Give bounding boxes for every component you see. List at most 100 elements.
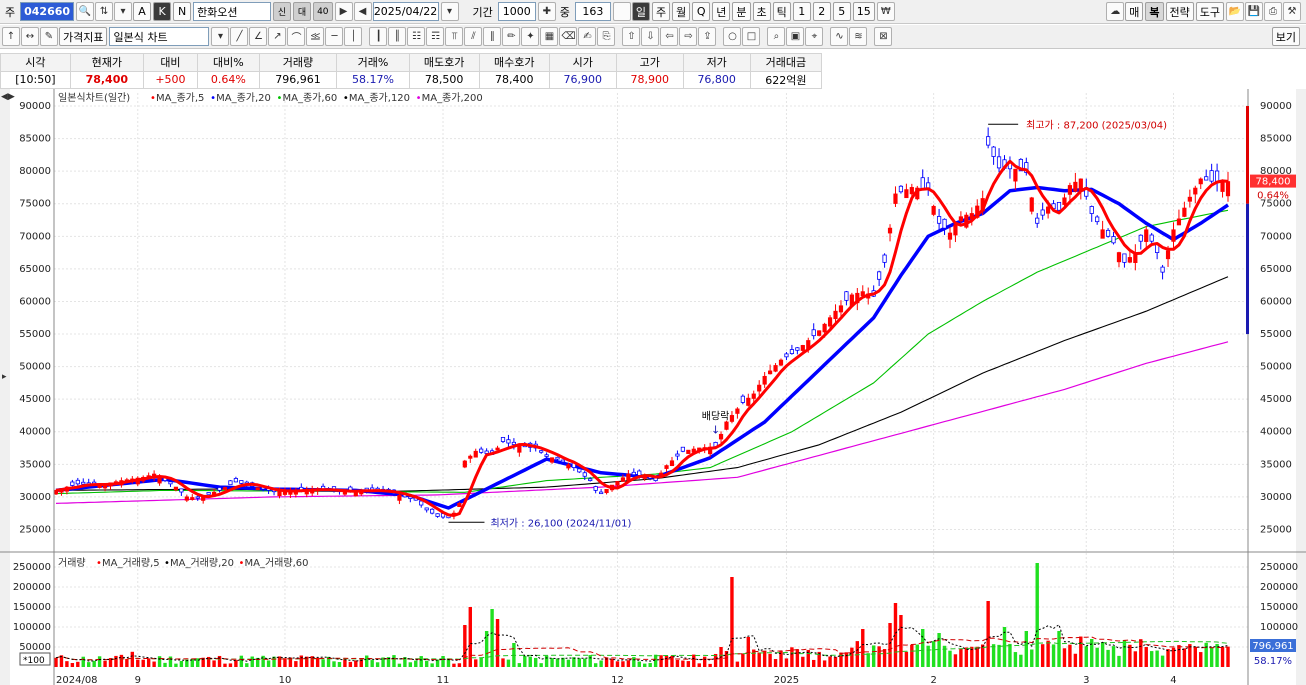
color-tool-icon[interactable]: ▦ [540, 27, 559, 46]
angle-tool-icon[interactable]: ∠ [249, 27, 268, 46]
wave2-tool-icon[interactable]: ≋ [849, 27, 868, 46]
left-icon[interactable]: ⇦ [660, 27, 679, 46]
volume-bar [446, 658, 451, 667]
interval-month[interactable]: 월 [672, 2, 691, 21]
btn-a[interactable]: A [133, 2, 152, 21]
left-scroll-bar[interactable] [0, 89, 10, 685]
num-5-button[interactable]: 5 [832, 2, 851, 21]
bars-tool-icon[interactable]: ║ [388, 27, 407, 46]
expand-arrows-icon[interactable]: ◀▶ [1, 92, 15, 102]
zoom-tool-icon[interactable]: ⌕ [767, 27, 786, 46]
interval-year[interactable]: 년 [712, 2, 731, 21]
view-button[interactable]: 보기 [1271, 27, 1300, 46]
target-tool-icon[interactable]: ⌖ [805, 27, 824, 46]
btn-n[interactable]: N [173, 2, 192, 21]
btn-k[interactable]: K [153, 2, 172, 21]
cloud-icon[interactable]: ☁ [1106, 2, 1125, 21]
num-15-button[interactable]: 15 [852, 2, 875, 21]
num-1-button[interactable]: 1 [792, 2, 811, 21]
image-tool-icon[interactable]: ▣ [786, 27, 805, 46]
wrench-icon[interactable]: ⚒ [1283, 2, 1301, 21]
wave-tool-icon[interactable]: ∿ [830, 27, 849, 46]
pencil-tool-icon[interactable]: ✏ [502, 27, 521, 46]
stock-name-field[interactable]: 한화오션 [193, 2, 272, 21]
candle-body [179, 488, 184, 493]
hline-tool-icon[interactable]: ─ [325, 27, 344, 46]
legend-entry: MA_종가,20 [216, 92, 271, 104]
stock-code-input[interactable]: 042660 [20, 2, 75, 21]
print-icon[interactable]: ⎙ [1264, 2, 1282, 21]
restore-button[interactable]: 복 [1145, 2, 1164, 21]
strategy-button[interactable]: 전략 [1165, 2, 1194, 21]
settings-icon[interactable]: ✎ [40, 27, 58, 46]
interval-minute[interactable]: 분 [732, 2, 751, 21]
up-arrow-icon[interactable]: ↑ [2, 27, 20, 46]
count-label: 중 [559, 5, 570, 19]
ray-tool-icon[interactable]: ↗ [268, 27, 287, 46]
table-tool-icon[interactable]: ☷ [407, 27, 426, 46]
count-input[interactable]: 163 [574, 2, 611, 21]
sort-icon[interactable]: ⇅ [95, 2, 114, 21]
interval-second[interactable]: 초 [752, 2, 771, 21]
right-icon[interactable]: ⇨ [679, 27, 698, 46]
magic-tool-icon[interactable]: ✦ [521, 27, 540, 46]
candle-body [173, 486, 179, 491]
play-icon[interactable]: ▶ [334, 2, 353, 21]
box-tool-icon[interactable]: ⊠ [874, 27, 893, 46]
save-icon[interactable]: 💾 [1245, 2, 1263, 21]
y-tick-label-right: 35000 [1260, 459, 1292, 470]
back-icon[interactable]: ◀ [353, 2, 372, 21]
folder-icon[interactable]: 📂 [1226, 2, 1244, 21]
horizontal-arrows-icon[interactable]: ↔ [21, 27, 39, 46]
copy-tool-icon[interactable]: ⎘ [597, 27, 616, 46]
interval-quarter[interactable]: Q [692, 2, 711, 21]
candle-body [1193, 187, 1198, 195]
price-chart[interactable]: ◀▶ ▸ 25000 25000 30000 30000 35000 35000 40000… [0, 89, 1306, 685]
interval-week[interactable]: 주 [652, 2, 671, 21]
fan-tool-icon[interactable]: ⪣ [306, 27, 325, 46]
indicator-button[interactable]: 가격지표 [59, 27, 108, 46]
vline-tool-icon[interactable]: │ [344, 27, 363, 46]
tools-button[interactable]: 도구 [1195, 2, 1224, 21]
circle-tool-icon[interactable]: ○ [723, 27, 742, 46]
date-field[interactable]: 2025/04/22 [372, 2, 439, 21]
search-icon[interactable]: 🔍 [76, 2, 95, 21]
rect-tool-icon[interactable]: □ [742, 27, 761, 46]
volume-bar [1193, 647, 1197, 667]
line-tool-icon[interactable]: ╱ [230, 27, 249, 46]
volume-bar [970, 646, 974, 667]
market-type-label[interactable]: 주 [5, 5, 16, 19]
edit-tool-icon[interactable]: ✍ [578, 27, 597, 46]
buy-button[interactable]: 매 [1125, 2, 1144, 21]
candle-body [620, 477, 626, 482]
candle-body [986, 136, 991, 146]
num-2-button[interactable]: 2 [812, 2, 831, 21]
interval-day[interactable]: 일 [631, 2, 651, 21]
grid-tool-icon[interactable]: ┃ [369, 27, 388, 46]
candle-body [1046, 206, 1051, 214]
columns-tool-icon[interactable]: ☶ [426, 27, 445, 46]
volume-bar [403, 657, 407, 667]
channel-tool-icon[interactable]: ⫽ [464, 27, 483, 46]
eraser-tool-icon[interactable]: ⌫ [559, 27, 578, 46]
period-input[interactable]: 1000 [497, 2, 536, 21]
right-scroll-bar[interactable] [1296, 89, 1306, 685]
arc-tool-icon[interactable]: ⌒ [287, 27, 306, 46]
down-icon[interactable]: ⇩ [641, 27, 660, 46]
chart-type-select[interactable]: 일본식 차트 [109, 27, 210, 46]
side-expand-icon[interactable]: ▸ [2, 372, 7, 382]
candle-body [822, 323, 827, 333]
fork-tool-icon[interactable]: ⫪ [445, 27, 464, 46]
y-tick-label-right: 65000 [1260, 264, 1292, 275]
chart-type-dropdown-icon[interactable]: ▾ [211, 27, 230, 46]
won-icon[interactable]: ₩ [876, 2, 895, 21]
export-icon[interactable]: ⇪ [698, 27, 717, 46]
interval-tick[interactable]: 틱 [772, 2, 791, 21]
up-icon[interactable]: ⇧ [622, 27, 641, 46]
calendar-dropdown-icon[interactable]: ▾ [440, 2, 459, 21]
crosshair-icon[interactable]: ✚ [537, 2, 556, 21]
parallel-tool-icon[interactable]: ∥ [483, 27, 502, 46]
dropdown-arrow-icon[interactable]: ▾ [114, 2, 133, 21]
volume-bar [484, 631, 489, 667]
candle-body [615, 481, 620, 486]
